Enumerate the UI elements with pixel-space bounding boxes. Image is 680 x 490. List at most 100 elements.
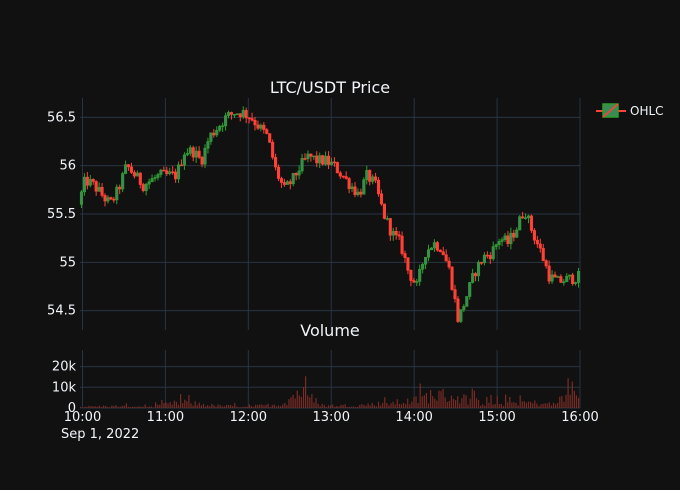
candle-decreasing[interactable]	[247, 117, 251, 124]
candle-increasing[interactable]	[318, 152, 322, 169]
candle-increasing[interactable]	[562, 279, 566, 286]
candle-decreasing[interactable]	[406, 257, 410, 275]
candle-decreasing[interactable]	[126, 164, 131, 171]
candle-decreasing[interactable]	[268, 133, 272, 143]
candle-decreasing[interactable]	[303, 153, 307, 161]
candle-increasing[interactable]	[312, 155, 316, 161]
candle-decreasing[interactable]	[244, 107, 248, 124]
candle-increasing[interactable]	[426, 244, 431, 262]
candle-increasing[interactable]	[115, 184, 119, 205]
candle-decreasing[interactable]	[379, 189, 384, 206]
candle-decreasing[interactable]	[253, 116, 257, 131]
candle-decreasing[interactable]	[453, 284, 457, 303]
candle-increasing[interactable]	[468, 281, 472, 300]
candle-decreasing[interactable]	[535, 235, 539, 248]
candle-decreasing[interactable]	[571, 272, 575, 286]
candle-increasing[interactable]	[88, 175, 92, 188]
candle-increasing[interactable]	[297, 165, 301, 180]
candle-decreasing[interactable]	[276, 164, 281, 181]
candle-decreasing[interactable]	[262, 122, 266, 134]
ohlc-series[interactable]	[79, 106, 581, 324]
candle-decreasing[interactable]	[265, 128, 269, 135]
candle-increasing[interactable]	[500, 237, 504, 247]
candle-decreasing[interactable]	[412, 277, 416, 283]
candle-decreasing[interactable]	[315, 151, 319, 168]
candle-decreasing[interactable]	[512, 229, 516, 242]
candle-decreasing[interactable]	[138, 172, 142, 189]
candle-decreasing[interactable]	[347, 177, 351, 194]
candle-increasing[interactable]	[365, 165, 369, 185]
candle-increasing[interactable]	[209, 132, 213, 145]
candle-increasing[interactable]	[232, 114, 236, 118]
candle-decreasing[interactable]	[335, 161, 339, 174]
candle-increasing[interactable]	[221, 122, 225, 132]
candle-decreasing[interactable]	[271, 139, 275, 160]
candle-decreasing[interactable]	[532, 228, 536, 245]
candle-decreasing[interactable]	[400, 231, 404, 256]
volume-series[interactable]	[80, 376, 580, 408]
candle-decreasing[interactable]	[456, 296, 460, 323]
candle-increasing[interactable]	[185, 148, 189, 157]
candle-increasing[interactable]	[218, 124, 222, 133]
candle-decreasing[interactable]	[368, 169, 372, 186]
candle-decreasing[interactable]	[321, 154, 325, 166]
candle-decreasing[interactable]	[341, 175, 345, 179]
candle-decreasing[interactable]	[544, 259, 548, 269]
candle-increasing[interactable]	[503, 233, 507, 242]
candle-increasing[interactable]	[362, 177, 366, 195]
candle-increasing[interactable]	[482, 252, 486, 266]
candle-increasing[interactable]	[306, 150, 310, 163]
candle-decreasing[interactable]	[118, 184, 122, 195]
candle-decreasing[interactable]	[103, 193, 107, 207]
candle-decreasing[interactable]	[129, 162, 134, 174]
candle-decreasing[interactable]	[541, 243, 545, 262]
candle-increasing[interactable]	[147, 178, 151, 190]
candle-decreasing[interactable]	[94, 180, 98, 196]
candle-decreasing[interactable]	[162, 166, 166, 172]
candle-decreasing[interactable]	[353, 182, 357, 198]
candle-increasing[interactable]	[494, 243, 498, 250]
candle-increasing[interactable]	[432, 239, 436, 252]
candle-decreasing[interactable]	[388, 217, 392, 241]
candle-decreasing[interactable]	[229, 111, 234, 120]
candle-decreasing[interactable]	[359, 188, 363, 198]
candle-increasing[interactable]	[150, 174, 154, 183]
candle-decreasing[interactable]	[212, 129, 216, 138]
candle-decreasing[interactable]	[288, 179, 292, 190]
candle-decreasing[interactable]	[479, 261, 484, 265]
candle-increasing[interactable]	[518, 215, 522, 231]
candle-decreasing[interactable]	[474, 272, 478, 282]
candle-decreasing[interactable]	[294, 172, 298, 181]
candle-decreasing[interactable]	[438, 249, 442, 253]
candle-increasing[interactable]	[465, 296, 469, 307]
candle-increasing[interactable]	[550, 270, 554, 284]
candle-decreasing[interactable]	[250, 112, 254, 122]
legend[interactable]: OHLC	[596, 103, 664, 118]
candle-increasing[interactable]	[97, 182, 101, 192]
candle-increasing[interactable]	[565, 273, 569, 283]
candle-increasing[interactable]	[203, 144, 207, 169]
candle-increasing[interactable]	[556, 275, 560, 278]
candle-decreasing[interactable]	[274, 153, 278, 171]
candle-decreasing[interactable]	[100, 183, 104, 198]
candle-increasing[interactable]	[356, 188, 360, 197]
candle-increasing[interactable]	[476, 260, 481, 282]
legend-entry-ohlc[interactable]: OHLC	[630, 104, 664, 118]
candle-increasing[interactable]	[206, 137, 210, 154]
candle-decreasing[interactable]	[279, 176, 284, 188]
candle-increasing[interactable]	[259, 123, 263, 132]
candle-increasing[interactable]	[509, 227, 513, 250]
candle-decreasing[interactable]	[282, 178, 286, 187]
candle-decreasing[interactable]	[376, 177, 381, 197]
candle-decreasing[interactable]	[332, 157, 336, 167]
candle-increasing[interactable]	[462, 304, 466, 313]
candle-decreasing[interactable]	[132, 170, 136, 179]
candle-increasing[interactable]	[124, 160, 128, 175]
candle-decreasing[interactable]	[197, 146, 201, 160]
candle-increasing[interactable]	[106, 195, 110, 204]
candle-increasing[interactable]	[524, 213, 528, 220]
candle-decreasing[interactable]	[538, 238, 542, 253]
candle-increasing[interactable]	[497, 238, 501, 250]
candle-increasing[interactable]	[188, 145, 192, 156]
candle-decreasing[interactable]	[506, 231, 510, 247]
